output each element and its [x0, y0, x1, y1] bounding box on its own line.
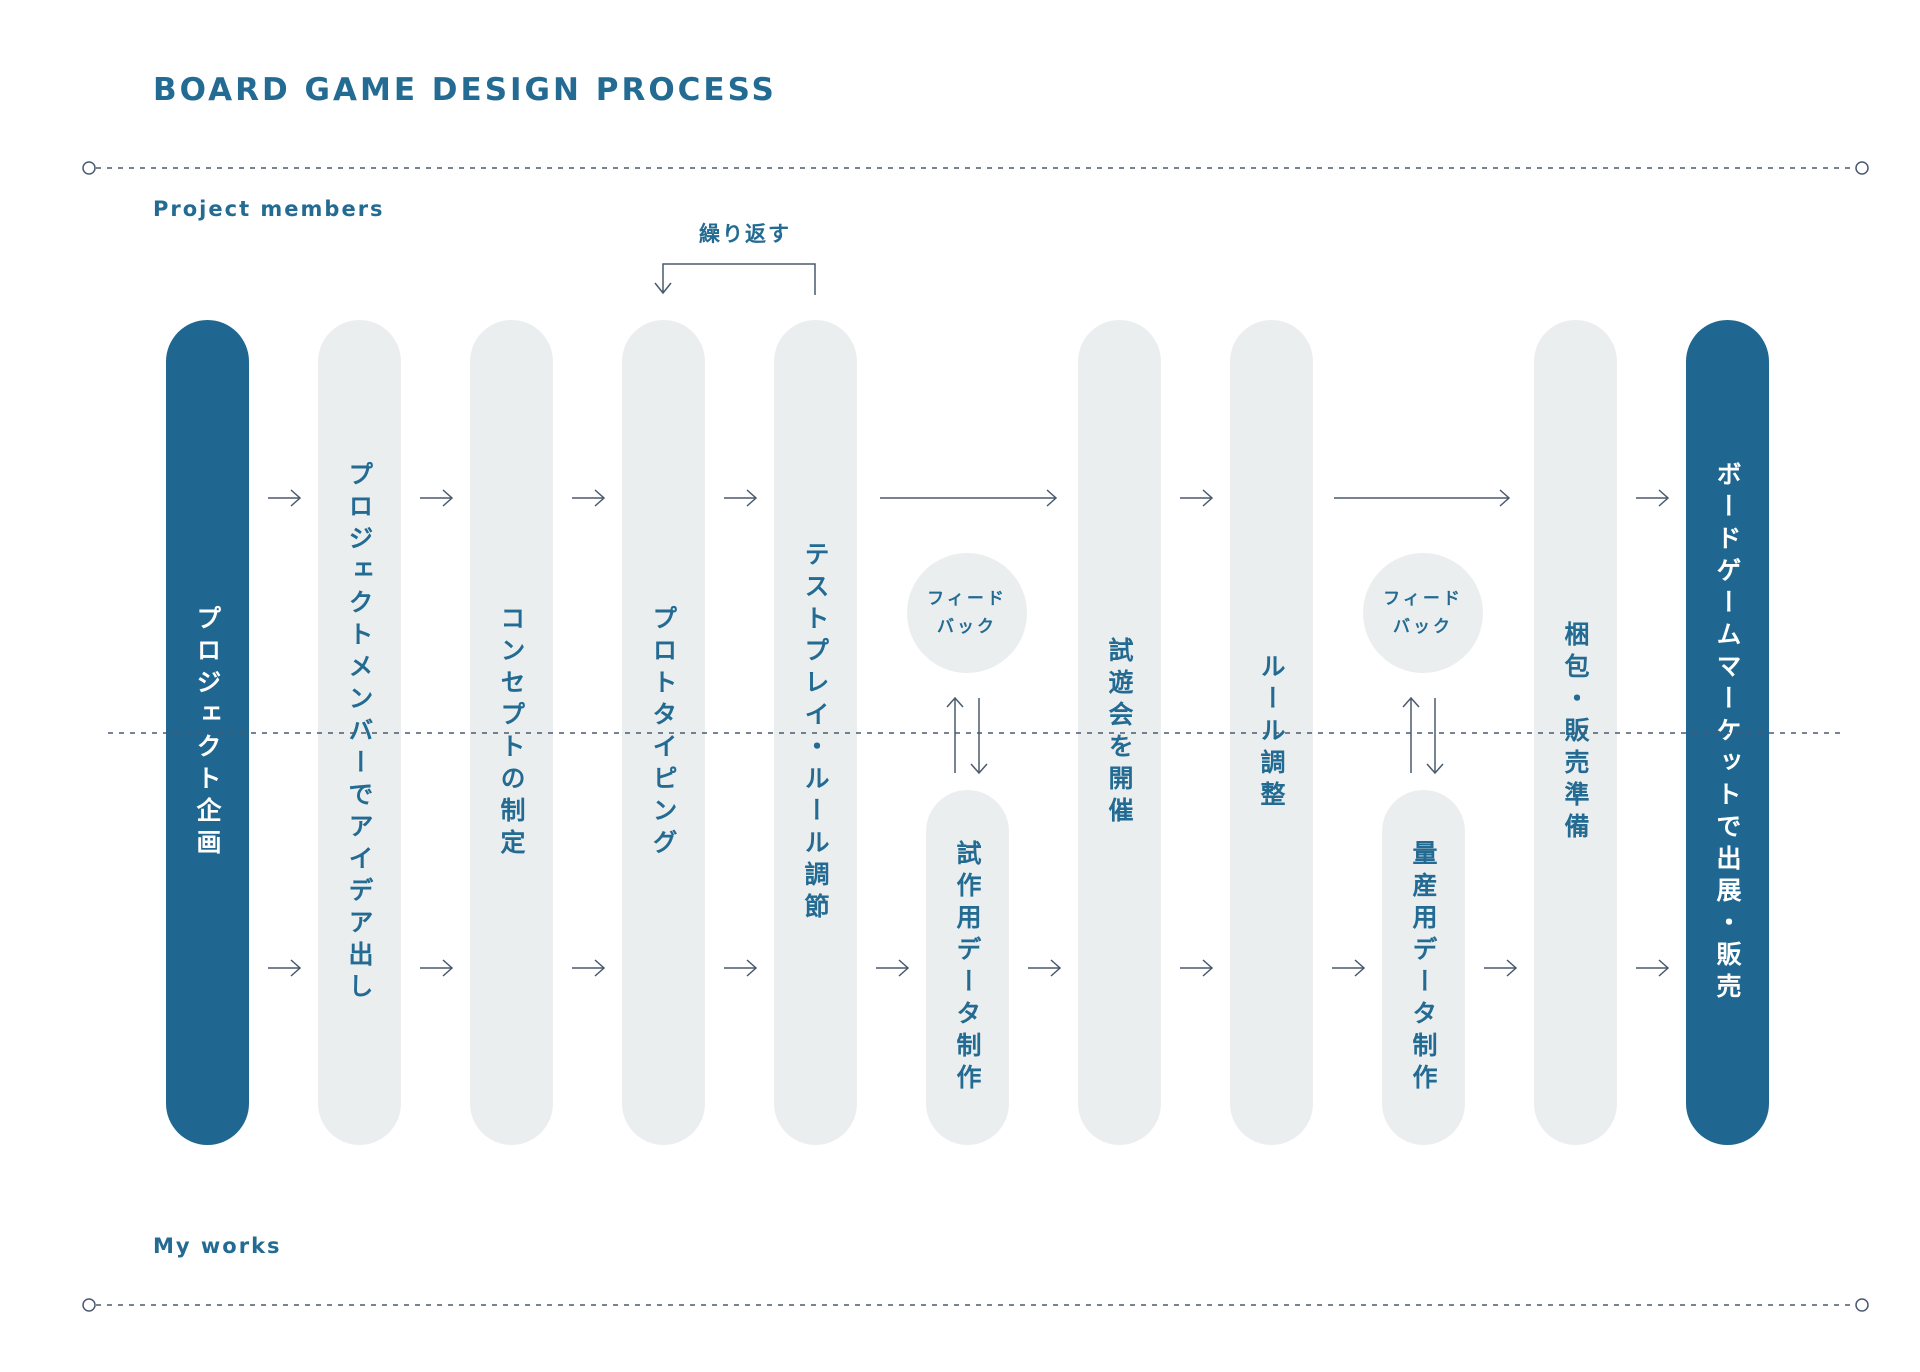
top-row-arrow: [1636, 489, 1670, 507]
repeat-loop-arrow: [654, 263, 816, 295]
feedback-bubble: フィード バック: [907, 553, 1027, 673]
step-label: 試作用データ制作: [953, 839, 982, 1096]
step-label: ルール調整: [1257, 652, 1286, 813]
bottom-row-arrow: [420, 959, 454, 977]
feedback-bubble: フィード バック: [1363, 553, 1483, 673]
feedback-up-arrow: [1402, 696, 1420, 773]
step-market: ボードゲームマーケットで出展・販売: [1686, 320, 1769, 1145]
project-members-label: Project members: [153, 197, 385, 221]
top-row-arrow: [724, 489, 758, 507]
step-prototype-data: 試作用データ制作: [926, 790, 1009, 1145]
step-packaging: 梱包・販売準備: [1534, 320, 1617, 1145]
feedback-down-arrow: [1426, 698, 1444, 775]
bottom-row-arrow: [1636, 959, 1670, 977]
top-row-arrow: [420, 489, 454, 507]
step-label: コンセプトの制定: [497, 604, 526, 861]
top-row-long-arrow: [880, 489, 1058, 507]
repeat-label: 繰り返す: [699, 222, 791, 246]
bottom-row-arrow: [724, 959, 758, 977]
page-title: BOARD GAME DESIGN PROCESS: [153, 72, 777, 108]
top-divider-left-endpoint: [82, 161, 96, 175]
top-row-long-arrow: [1334, 489, 1511, 507]
bottom-divider-right-endpoint: [1855, 1298, 1869, 1312]
step-production-data: 量産用データ制作: [1382, 790, 1465, 1145]
bottom-row-arrow: [1180, 959, 1214, 977]
top-row-arrow: [1180, 489, 1214, 507]
bottom-row-arrow: [268, 959, 302, 977]
top-row-arrow: [572, 489, 606, 507]
top-divider-right-endpoint: [1855, 161, 1869, 175]
feedback-line2: バック: [937, 617, 997, 637]
bottom-row-arrow: [1332, 959, 1366, 977]
my-works-label: My works: [153, 1234, 282, 1258]
step-label: 量産用データ制作: [1409, 839, 1438, 1096]
feedback-line2: バック: [1393, 617, 1453, 637]
top-row-arrow: [268, 489, 302, 507]
feedback-line1: フィード: [1383, 589, 1463, 609]
bottom-row-arrow: [1484, 959, 1518, 977]
bottom-row-arrow: [1028, 959, 1062, 977]
bottom-row-arrow: [572, 959, 606, 977]
feedback-down-arrow: [970, 698, 988, 775]
step-label: プロジェクトメンバーでアイデア出し: [345, 460, 374, 1005]
feedback-up-arrow: [946, 696, 964, 773]
bottom-divider-left-endpoint: [82, 1298, 96, 1312]
feedback-line1: フィード: [927, 589, 1007, 609]
bottom-row-arrow: [876, 959, 910, 977]
